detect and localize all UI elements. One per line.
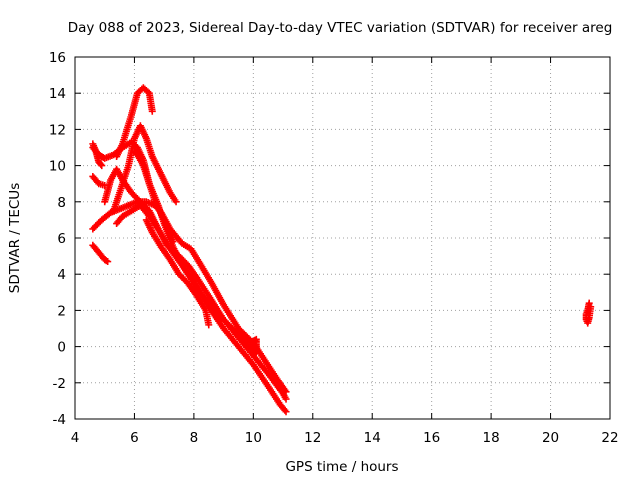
data-point [101,182,109,190]
y-tick-label: 14 [49,86,66,102]
data-point [104,258,112,266]
data-point [281,406,289,414]
data-point [282,388,290,396]
data-point [282,395,290,403]
data-point [172,198,180,206]
series-track-g [142,216,213,329]
data-point [252,344,260,352]
series-track-b [110,122,180,215]
x-tick-label: 10 [245,430,262,446]
axis-ticks: 4 6 8 10 12 14 16 18 20 22 -4 -2 0 2 4 6 8 10 12 14 16 [49,50,619,446]
y-tick-label: 10 [49,159,66,175]
x-tick-label: 20 [542,430,559,446]
y-tick-label: -4 [53,412,66,428]
y-tick-label: 6 [57,231,66,247]
data-point [97,160,105,168]
series-segment-1 [89,172,109,190]
x-tick-label: 8 [190,430,199,446]
series-segment-2 [89,241,112,266]
y-tick-label: 2 [57,303,66,319]
x-tick-label: 18 [483,430,500,446]
y-tick-label: 16 [49,50,66,66]
series-segment-3 [89,140,106,170]
x-tick-label: 16 [423,430,440,446]
series-segment-4 [249,335,260,352]
data-point [587,303,595,311]
y-tick-label: 4 [57,267,66,283]
data-points [89,84,595,416]
x-tick-label: 14 [364,430,381,446]
data-point [148,107,156,115]
x-axis-label: GPS time / hours [285,459,398,475]
y-tick-label: 8 [57,195,66,211]
series-segment-5 [582,299,595,327]
y-tick-label: 12 [49,122,66,138]
chart-title: Day 088 of 2023, Sidereal Day-to-day VTE… [68,20,613,36]
data-point [282,408,290,416]
x-tick-label: 4 [71,430,80,446]
series-track-c [113,84,156,161]
y-tick-label: 0 [57,340,66,356]
data-point [102,257,110,265]
x-tick-label: 6 [130,430,139,446]
data-point [169,238,177,246]
x-tick-label: 12 [304,430,321,446]
y-axis-label: SDTVAR / TECUs [7,183,23,293]
series-track-h [113,201,260,356]
data-point [205,321,213,329]
grid [75,57,610,419]
data-point [98,162,106,170]
y-tick-label: -2 [53,376,66,392]
x-tick-label: 22 [601,430,618,446]
